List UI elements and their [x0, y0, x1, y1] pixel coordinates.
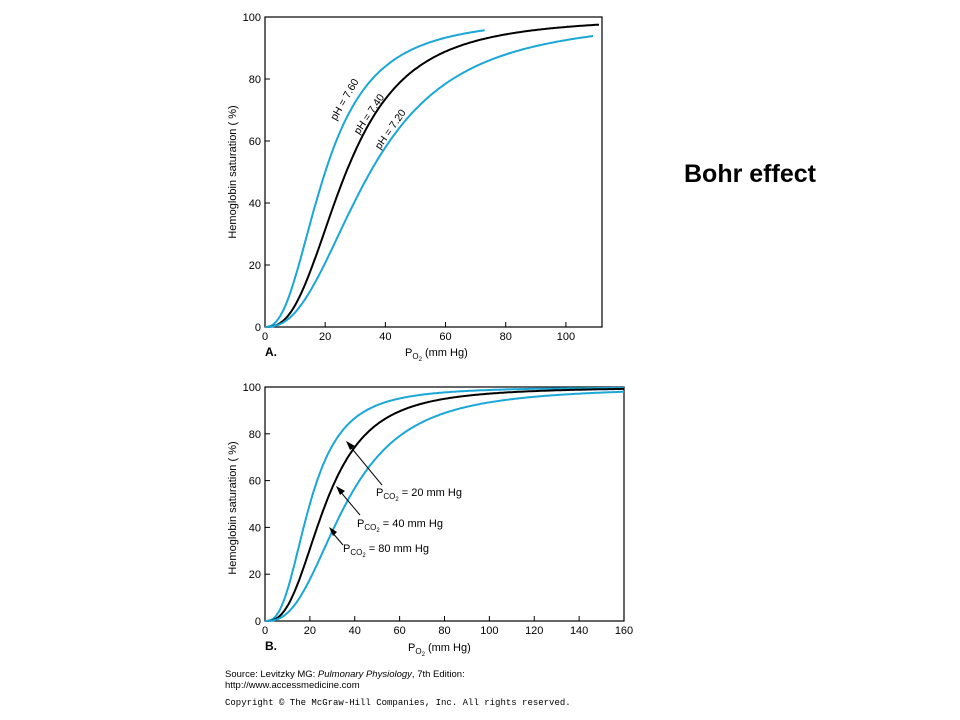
panel-a-xlabel-sub: O: [412, 352, 418, 361]
panel-a-ticks: 0 20 40 60 80 100 0 20 40 60 80 100: [243, 12, 575, 343]
source-prefix: Source: Levitzky MG:: [225, 669, 318, 680]
panel-b-arrow-40: [336, 486, 361, 516]
panel-a-chart: 0 20 40 60 80 100 0 20 40 60 80 100 Hemoglobin satu…: [227, 12, 603, 363]
source-line-1: Source: Levitzky MG: Pulmonary Physiolog…: [225, 669, 465, 680]
panel-a-xlabel: PO2 (mm Hg): [405, 347, 468, 363]
annotation-80-sub2: 2: [362, 553, 366, 559]
y-tick-label: 80: [249, 429, 261, 441]
x-tick-label: 60: [439, 331, 451, 343]
panel-b-arrow-20: [346, 441, 383, 486]
x-tick-label: 20: [304, 625, 316, 637]
copyright-line: Copyright © The McGraw-Hill Companies, I…: [225, 698, 571, 708]
panel-b-frame: [264, 386, 625, 622]
y-tick-label: 40: [249, 198, 261, 210]
panel-b-annotation-40: PCO2 = 40 mm Hg: [357, 518, 443, 534]
source-book-title: Pulmonary Physiology: [318, 669, 413, 680]
x-tick-label: 0: [262, 331, 268, 343]
source-line-2: http://www.accessmedicine.com: [225, 680, 360, 691]
panel-b-label: B.: [265, 639, 277, 653]
annotation-20-sub: CO: [383, 492, 395, 501]
x-tick-label: 120: [525, 625, 543, 637]
panel-a-curve-0: [265, 29, 485, 328]
panel-a-frame: [264, 16, 603, 328]
panel-a-curve-1: [265, 23, 599, 328]
panel-b-ylabel: Hemoglobin saturation ( %): [227, 441, 239, 574]
y-tick-label: 20: [249, 260, 261, 272]
annotation-20-p: P: [376, 487, 383, 499]
panel-a-label: A.: [265, 345, 277, 359]
x-tick-label: 80: [438, 625, 450, 637]
annotation-40-p: P: [357, 518, 364, 530]
annotation-80-p: P: [343, 543, 350, 555]
panel-a-curve-2: [265, 35, 594, 328]
annotation-40-sub: CO: [364, 523, 376, 532]
panel-b-annotation-80: PCO2 = 80 mm Hg: [343, 543, 429, 559]
panel-b-curve-0: [265, 386, 625, 622]
x-tick-label: 40: [379, 331, 391, 343]
y-tick-label: 60: [249, 136, 261, 148]
x-tick-label: 0: [262, 625, 268, 637]
annotation-80-sub: CO: [350, 548, 362, 557]
panel-b-xlabel: PO2 (mm Hg): [408, 642, 471, 658]
x-tick-label: 80: [500, 331, 512, 343]
annotation-20-rest: = 20 mm Hg: [399, 487, 462, 499]
y-tick-label: 40: [249, 522, 261, 534]
panel-b-curve-2: [265, 390, 625, 622]
panel-a-xlabel-rest: (mm Hg): [422, 347, 468, 359]
panel-a-ylabel: Hemoglobin saturation ( %): [227, 105, 239, 238]
panel-b-curve-1: [265, 387, 624, 622]
y-tick-label: 100: [243, 382, 261, 394]
panel-b-xlabel-p: P: [408, 642, 415, 654]
panel-a-xlabel-p: P: [405, 347, 412, 359]
y-tick-label: 20: [249, 569, 261, 581]
x-tick-label: 60: [394, 625, 406, 637]
source-credit: Source: Levitzky MG: Pulmonary Physiolog…: [225, 669, 571, 708]
annotation-20-sub2: 2: [395, 497, 399, 503]
y-tick-label: 0: [255, 616, 261, 628]
x-tick-label: 160: [615, 625, 633, 637]
panel-b-xlabel-sub: O: [415, 647, 421, 656]
panel-a-xlabel-sub2: 2: [419, 357, 423, 363]
y-tick-label: 0: [255, 322, 261, 334]
panel-a-curves: [265, 23, 599, 328]
panel-b-xlabel-sub2: 2: [422, 652, 426, 658]
x-tick-label: 100: [557, 331, 575, 343]
annotation-40-rest: = 40 mm Hg: [380, 518, 443, 530]
panel-b-curves: [265, 386, 625, 622]
x-tick-label: 20: [319, 331, 331, 343]
x-tick-label: 100: [480, 625, 498, 637]
panel-b-annotation-20: PCO2 = 20 mm Hg: [376, 487, 462, 503]
y-tick-label: 60: [249, 476, 261, 488]
slide-title: Bohr effect: [684, 160, 816, 188]
y-tick-label: 80: [249, 74, 261, 86]
y-tick-label: 100: [243, 12, 261, 24]
panel-b-xlabel-rest: (mm Hg): [425, 642, 471, 654]
panel-b-ticks: 0 20 40 60 80 100 120 140 160 0 20 40 60 80 100: [243, 382, 634, 637]
x-tick-label: 140: [570, 625, 588, 637]
panel-b-chart: 0 20 40 60 80 100 120 140 160 0 20 40 60 80 100 Hemogl…: [227, 382, 633, 658]
panel-a-label-ph720: pH = 7.20: [373, 107, 409, 152]
annotation-40-sub2: 2: [376, 528, 380, 534]
annotation-80-rest: = 80 mm Hg: [366, 543, 429, 555]
x-tick-label: 40: [349, 625, 361, 637]
source-edition: , 7th Edition:: [412, 669, 465, 680]
panel-b-arrow-80: [329, 527, 344, 546]
